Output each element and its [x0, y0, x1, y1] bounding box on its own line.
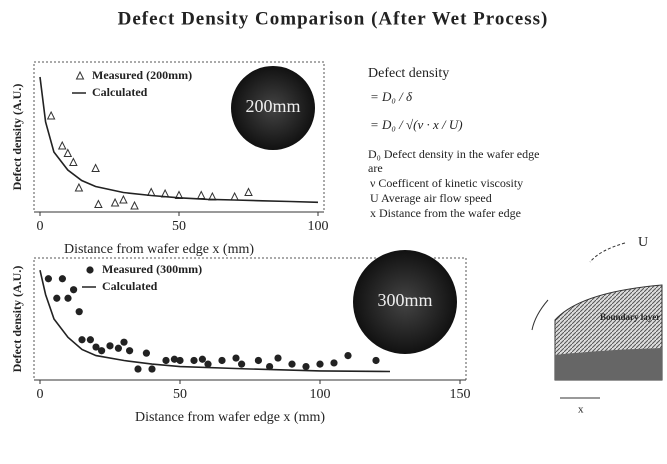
wafer-icon: [353, 250, 457, 354]
point: [330, 359, 338, 367]
point: [244, 187, 253, 196]
point: [218, 356, 226, 365]
point: [288, 360, 296, 368]
point: [238, 360, 246, 368]
legend-label: Measured (200mm): [92, 68, 192, 82]
point: [134, 365, 142, 373]
legend-label: Calculated: [102, 279, 158, 293]
note: = D₀ / √(ν · x / U): [370, 117, 463, 132]
point: [114, 344, 122, 352]
point: [170, 355, 178, 363]
flow-arrow: [531, 299, 549, 331]
note: D₀ Defect density in the wafer edge: [368, 147, 539, 161]
point: [86, 336, 94, 344]
boundary-diagram: U Boundary layer x: [531, 235, 663, 416]
point: [148, 365, 156, 373]
calculated-curve: [39, 270, 391, 373]
point: [232, 354, 240, 362]
title: Defect Density Comparison (After Wet Pro…: [118, 8, 549, 29]
y-axis-label: Defect density (A.U.): [10, 84, 24, 191]
point: [266, 362, 274, 371]
point: [274, 354, 282, 362]
point: [344, 352, 352, 360]
note: U Average air flow speed: [370, 191, 492, 205]
point: [254, 356, 262, 365]
x-tick-label: 100: [308, 219, 329, 234]
point: [75, 308, 83, 316]
point: [78, 336, 86, 344]
point: [198, 355, 206, 363]
note: ν Coefficent of kinetic viscosity: [370, 176, 523, 190]
point: [91, 163, 100, 172]
point: [69, 157, 78, 166]
point: [53, 294, 61, 302]
layer-label: Boundary layer: [600, 312, 660, 322]
point: [302, 362, 310, 371]
note: are: [368, 161, 383, 175]
point: [70, 286, 78, 294]
note: = D₀ / δ: [370, 89, 413, 104]
x-axis-label: Distance from wafer edge x (mm): [135, 410, 325, 425]
wafer-label: 300mm: [377, 290, 432, 310]
formula-block: Defect density = D₀ / δ = D₀ / √(ν · x /…: [368, 66, 539, 220]
point: [126, 347, 134, 355]
point: [58, 275, 66, 283]
point: [110, 197, 120, 207]
point: [120, 338, 128, 346]
point: [57, 140, 67, 150]
point: [94, 199, 103, 208]
x-tick-label: 50: [172, 219, 186, 234]
x-axis-label: Distance from wafer edge x (mm): [64, 242, 254, 257]
flow-label: U: [638, 235, 648, 250]
point: [372, 356, 380, 365]
point: [196, 190, 206, 199]
point: [190, 356, 198, 365]
point: [74, 182, 84, 192]
point: [98, 347, 106, 355]
legend-marker: [75, 70, 85, 80]
flow-arrow: [589, 242, 626, 263]
point: [204, 360, 212, 368]
wafer-icon: [231, 66, 315, 150]
point: [64, 294, 72, 302]
x-label: x: [578, 404, 584, 416]
x-tick-label: 100: [310, 387, 331, 402]
point: [46, 110, 56, 120]
legend-label: Measured (300mm): [102, 262, 202, 276]
legend-label: Calculated: [92, 85, 148, 99]
note: x Distance from the wafer edge: [370, 206, 521, 220]
point: [230, 191, 239, 201]
point: [106, 342, 114, 350]
point: [176, 356, 184, 365]
y-axis-label: Defect density (A.U.): [10, 266, 24, 373]
point: [316, 360, 324, 368]
point: [63, 148, 73, 157]
note: Defect density: [368, 66, 449, 81]
wafer-label: 200mm: [245, 96, 300, 116]
x-tick-label: 0: [37, 219, 44, 234]
point: [142, 349, 150, 357]
legend-marker: [86, 266, 94, 274]
point: [130, 200, 139, 210]
point: [44, 275, 53, 283]
x-tick-label: 50: [173, 387, 187, 402]
point: [162, 356, 170, 365]
calculated-curve: [39, 76, 319, 204]
x-tick-label: 0: [37, 387, 44, 402]
point: [92, 343, 100, 351]
x-tick-label: 150: [450, 387, 471, 402]
wafer: [555, 348, 662, 380]
point: [119, 194, 128, 204]
